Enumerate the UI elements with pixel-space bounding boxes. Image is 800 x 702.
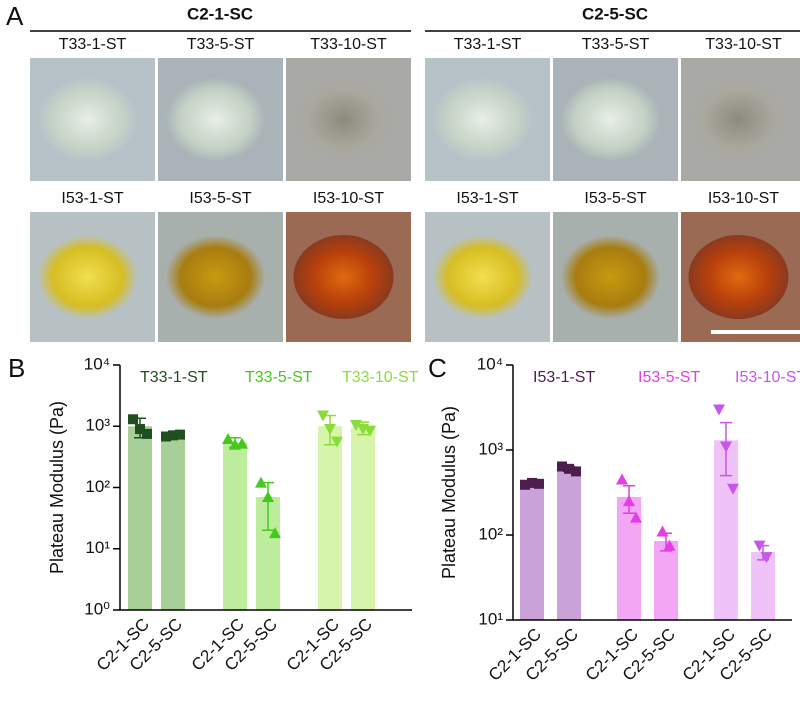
data-point: [760, 552, 773, 564]
axes: [512, 365, 792, 621]
data-point: [262, 490, 274, 502]
photo-sample: [37, 235, 138, 319]
photo-label: T33-1-ST: [454, 36, 522, 53]
y-axis-label: Plateau Modulus (Pa): [439, 406, 459, 579]
photo-label: I53-1-ST: [456, 190, 518, 207]
y-tick-label: 10⁴: [84, 354, 110, 373]
photo-label: T33-1-ST: [59, 36, 127, 53]
data-point: [331, 436, 343, 448]
photo-sample: [165, 235, 266, 319]
photo-label: I53-5-ST: [189, 190, 251, 207]
data-point: [630, 511, 642, 523]
data-point: [161, 431, 171, 442]
photo-sample: [432, 77, 533, 162]
photo-label: I53-5-ST: [584, 190, 646, 207]
legend-entry: I53-1-ST: [533, 369, 595, 386]
photo-sample: [37, 77, 138, 162]
data-point: [557, 461, 567, 472]
data-point: [364, 425, 376, 437]
y-tick-label: 10¹: [478, 609, 503, 628]
legend-entry: T33-1-ST: [140, 369, 208, 386]
data-point: [616, 473, 628, 485]
y-tick-label: 10²: [85, 477, 110, 496]
bar: [223, 442, 247, 610]
panel-label: C: [428, 353, 447, 383]
y-tick-label: 10²: [478, 524, 503, 543]
bar: [318, 426, 342, 610]
bar: [654, 540, 678, 620]
data-point: [236, 437, 248, 449]
data-point: [175, 429, 185, 440]
bar: [351, 427, 375, 610]
data-point: [168, 430, 178, 441]
data-point: [255, 476, 267, 488]
axes: [119, 365, 412, 611]
data-point: [269, 527, 281, 539]
data-point: [222, 432, 234, 444]
bar: [557, 468, 581, 620]
data-point: [623, 495, 635, 507]
bar: [161, 435, 185, 610]
bar: [128, 426, 152, 610]
photo-sample: [688, 235, 789, 319]
data-point: [753, 540, 766, 552]
legend-entry: I53-10-ST: [735, 369, 800, 386]
legend-entry: T33-5-ST: [245, 369, 313, 386]
data-point: [142, 428, 152, 439]
data-point: [520, 479, 530, 490]
data-point: [727, 483, 739, 495]
data-point: [135, 424, 145, 435]
y-tick-label: 10⁰: [84, 599, 110, 618]
y-tick-label: 10³: [478, 439, 503, 458]
photo-label: T33-10-ST: [705, 36, 782, 53]
y-tick-label: 10¹: [85, 538, 110, 557]
bar: [751, 552, 775, 620]
photo-label: T33-10-ST: [310, 36, 387, 53]
bar: [520, 483, 544, 620]
group-title: C2-5-SC: [582, 4, 648, 23]
data-point: [534, 478, 544, 489]
photo-sample: [560, 235, 661, 319]
legend-entry: T33-10-ST: [342, 369, 419, 386]
data-point: [656, 525, 669, 537]
data-point: [324, 424, 336, 436]
group-title: C2-1-SC: [187, 4, 253, 23]
panel-label: A: [6, 1, 24, 31]
photo-sample: [293, 77, 394, 162]
photo-label: I53-10-ST: [313, 190, 384, 207]
data-point: [564, 463, 574, 474]
photo-label: I53-1-ST: [61, 190, 123, 207]
y-tick-label: 10⁴: [477, 354, 503, 373]
photo-sample: [688, 77, 789, 162]
photo-sample: [165, 77, 266, 162]
data-point: [350, 419, 362, 431]
photo-label: I53-10-ST: [708, 190, 779, 207]
y-axis-label: Plateau Modulus (Pa): [47, 401, 67, 574]
photo-sample: [432, 235, 533, 319]
photo-label: T33-5-ST: [187, 36, 255, 53]
data-point: [571, 466, 581, 477]
photo-label: T33-5-ST: [582, 36, 650, 53]
data-point: [663, 539, 676, 551]
photo-sample: [293, 235, 394, 319]
legend-entry: I53-5-ST: [638, 369, 700, 386]
data-point: [317, 410, 329, 422]
panel-label: B: [8, 353, 25, 383]
photo-sample: [560, 77, 661, 162]
data-point: [128, 414, 138, 425]
y-tick-label: 10³: [85, 416, 110, 435]
data-point: [527, 477, 537, 488]
data-point: [713, 404, 725, 416]
data-point: [720, 441, 732, 453]
